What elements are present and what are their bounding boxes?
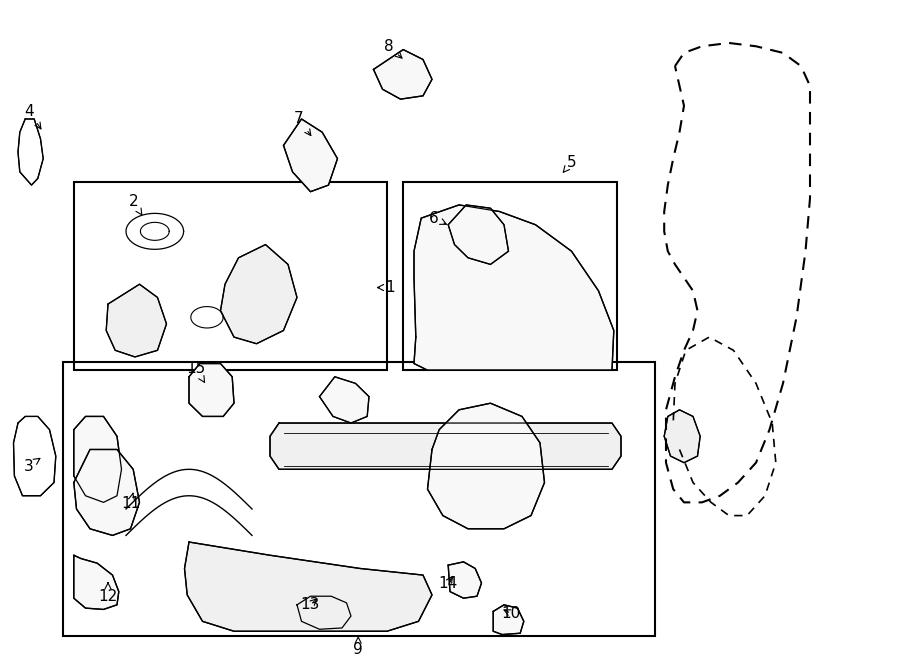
Polygon shape [14, 416, 56, 496]
Polygon shape [414, 205, 614, 370]
Polygon shape [270, 423, 621, 469]
Text: 4: 4 [24, 104, 40, 129]
Bar [63, 362, 655, 636]
Text: 3: 3 [24, 458, 40, 473]
Bar [403, 182, 617, 370]
Polygon shape [74, 555, 119, 609]
Text: 6: 6 [429, 211, 446, 225]
Text: 11: 11 [121, 493, 140, 511]
Polygon shape [184, 542, 432, 631]
Polygon shape [493, 605, 524, 635]
Text: 2: 2 [129, 194, 142, 215]
Polygon shape [74, 449, 140, 535]
Bar [74, 182, 387, 370]
Text: 15: 15 [186, 362, 206, 382]
Polygon shape [374, 50, 432, 99]
Text: 8: 8 [384, 39, 402, 58]
Text: 13: 13 [301, 598, 320, 612]
Polygon shape [106, 284, 166, 357]
Text: 1: 1 [377, 280, 394, 295]
Text: 7: 7 [294, 112, 310, 136]
Polygon shape [320, 377, 369, 423]
Polygon shape [664, 410, 700, 463]
Text: 14: 14 [438, 576, 458, 590]
Polygon shape [284, 119, 338, 192]
Text: 5: 5 [563, 155, 576, 173]
Polygon shape [448, 205, 508, 264]
Polygon shape [189, 364, 234, 416]
Polygon shape [220, 245, 297, 344]
Text: 9: 9 [354, 636, 363, 656]
Polygon shape [74, 416, 122, 502]
Text: 10: 10 [501, 606, 521, 621]
Polygon shape [428, 403, 544, 529]
Polygon shape [448, 562, 482, 598]
Text: 12: 12 [98, 583, 118, 603]
Polygon shape [297, 596, 351, 629]
Polygon shape [18, 119, 43, 185]
